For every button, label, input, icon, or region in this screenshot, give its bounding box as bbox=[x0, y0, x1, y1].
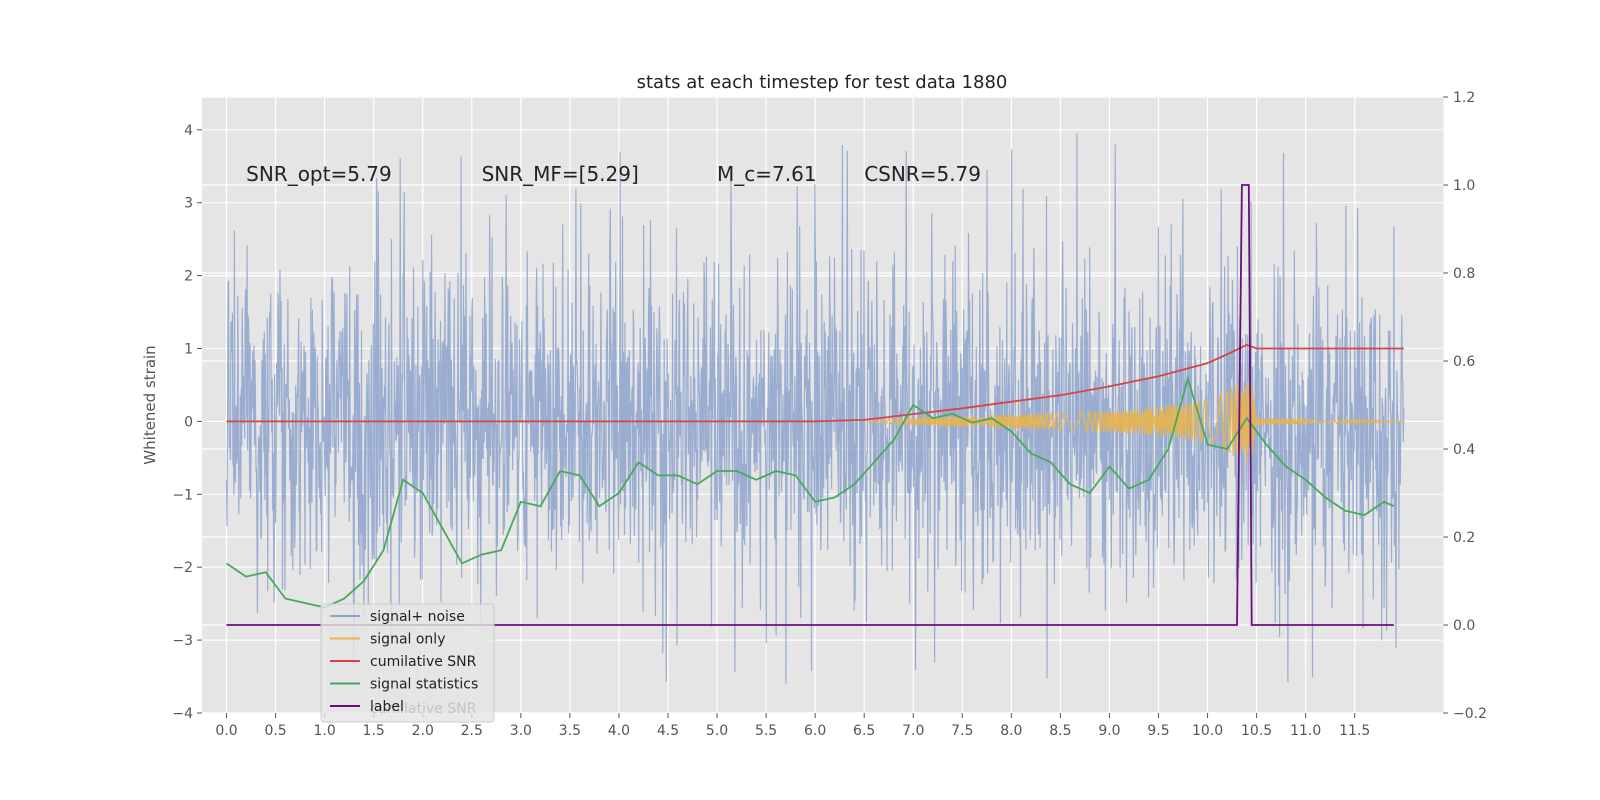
x-tick-label: 6.0 bbox=[804, 723, 826, 739]
y-tick-label: 2 bbox=[184, 269, 193, 285]
x-tick-label: 1.0 bbox=[313, 723, 335, 739]
y-tick-label: −1 bbox=[172, 487, 193, 503]
x-tick-label: 11.0 bbox=[1290, 723, 1321, 739]
series-signal-only-line bbox=[864, 380, 1404, 463]
x-tick-label: 7.0 bbox=[902, 723, 924, 739]
x-tick-label: 9.5 bbox=[1147, 723, 1169, 739]
x-tick-label: 3.5 bbox=[559, 723, 581, 739]
series-label-line bbox=[226, 184, 1394, 626]
x-tick-label: 11.5 bbox=[1339, 723, 1370, 739]
y-tick-label: −3 bbox=[172, 633, 193, 649]
y-tick-label: 3 bbox=[184, 196, 193, 212]
series-signal-statistics-line bbox=[225, 375, 1395, 609]
y-axis-label: Whitened strain bbox=[141, 345, 159, 464]
legend: cumilative SNR signal+ noise signal only c… bbox=[320, 603, 495, 723]
y-tick-label: −4 bbox=[172, 706, 193, 722]
x-tick-label: 5.5 bbox=[755, 723, 777, 739]
x-tick-label: 0.0 bbox=[215, 723, 237, 739]
y-right-tick-label: 0.2 bbox=[1453, 530, 1475, 546]
axis-layer: 0.0 0.5 1.0 1.5 2.0 2.5 3.0 3.5 4.0 4.5 5.0 5.5 6.0 6… bbox=[172, 90, 1487, 739]
x-tick-label: 8.5 bbox=[1049, 723, 1071, 739]
series-signal-noise-line bbox=[225, 133, 1405, 684]
legend-label: signal+ noise bbox=[370, 609, 465, 625]
y-tick-label: 0 bbox=[184, 414, 193, 430]
chart-title: stats at each timestep for test data 188… bbox=[637, 72, 1008, 93]
annotation-text: SNR_MF=[5.29] bbox=[482, 162, 639, 186]
y-right-tick-label: 0.4 bbox=[1453, 442, 1475, 458]
y-right-tick-label: 0.6 bbox=[1453, 354, 1475, 370]
y-right-tick-label: 1.0 bbox=[1453, 178, 1475, 194]
x-tick-label: 10.5 bbox=[1241, 723, 1272, 739]
legend-label: signal statistics bbox=[370, 677, 478, 693]
legend-label: label bbox=[370, 699, 404, 715]
y-tick-label: 4 bbox=[184, 123, 193, 139]
x-tick-label: 10.0 bbox=[1192, 723, 1223, 739]
legend-label: cumilative SNR bbox=[370, 654, 477, 670]
x-tick-label: 7.5 bbox=[951, 723, 973, 739]
legend-label: signal only bbox=[370, 632, 445, 648]
legend-box bbox=[320, 603, 495, 723]
x-tick-label: 2.5 bbox=[461, 723, 483, 739]
y-tick-label: −2 bbox=[172, 560, 193, 576]
x-tick-label: 9.0 bbox=[1098, 723, 1120, 739]
annotation-text: CSNR=5.79 bbox=[864, 162, 981, 186]
y-right-tick-label: 0.0 bbox=[1453, 618, 1475, 634]
legend-overlap-text: cumilative SNR bbox=[370, 701, 477, 717]
x-tick-label: 4.0 bbox=[608, 723, 630, 739]
x-tick-label: 0.5 bbox=[264, 723, 286, 739]
annotation-text: M_c=7.61 bbox=[717, 162, 817, 186]
annotation-layer: SNR_opt=5.79 SNR_MF=[5.29] M_c=7.61 CSNR=5.… bbox=[246, 162, 981, 186]
x-tick-label: 8.0 bbox=[1000, 723, 1022, 739]
x-tick-label: 5.0 bbox=[706, 723, 728, 739]
annotation-text: SNR_opt=5.79 bbox=[246, 162, 392, 186]
series-cumilative-snr-line bbox=[226, 343, 1404, 423]
x-tick-label: 6.5 bbox=[853, 723, 875, 739]
y-tick-label: 1 bbox=[184, 342, 193, 358]
x-tick-label: 3.0 bbox=[510, 723, 532, 739]
x-tick-label: 4.5 bbox=[657, 723, 679, 739]
y-right-tick-label: 1.2 bbox=[1453, 90, 1475, 106]
x-tick-label: 2.0 bbox=[412, 723, 434, 739]
y-right-tick-label: 0.8 bbox=[1453, 266, 1475, 282]
x-tick-label: 1.5 bbox=[363, 723, 385, 739]
y-right-tick-label: −0.2 bbox=[1453, 706, 1487, 722]
series-layer bbox=[225, 133, 1405, 684]
